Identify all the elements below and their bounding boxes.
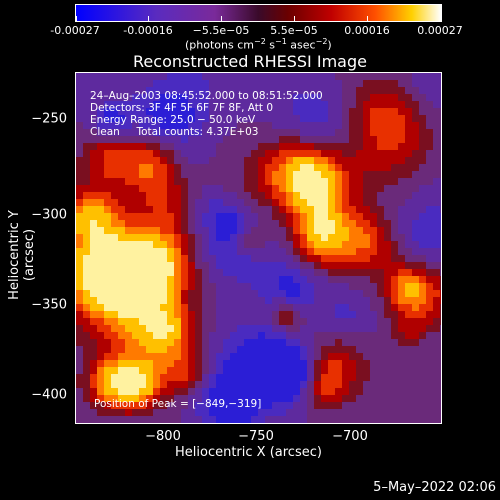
colorbar-tick xyxy=(440,16,441,21)
colorbar-tick xyxy=(221,16,222,21)
annotation-detectors: Detectors: 3F 4F 5F 6F 7F 8F, Att 0 xyxy=(90,102,274,114)
y-tick-label: −300 xyxy=(31,207,67,223)
colorbar-tick xyxy=(76,16,77,21)
x-tick-label: −800 xyxy=(145,429,181,444)
x-axis-label: Heliocentric X (arcsec) xyxy=(175,445,322,460)
y-axis-label: Heliocentric Y (arcsec) xyxy=(7,210,37,300)
colorbar-tick-label: 0.00016 xyxy=(344,24,390,37)
rhessi-image: 24–Aug–2003 08:45:52.000 to 08:51:52.000… xyxy=(75,72,442,424)
colorbar-tick-label: 0.00027 xyxy=(417,24,463,37)
colorbar-tick-label: −5.5e−05 xyxy=(192,24,250,37)
colorbar-tick xyxy=(367,16,368,21)
annotation-clean: Clean Total counts: 4.37E+03 xyxy=(90,126,259,138)
colorbar-units: (photons cm−2 s−1 asec−2) xyxy=(185,37,332,52)
footer-date: 5–May–2022 02:06 xyxy=(373,480,496,495)
colorbar-tick xyxy=(148,16,149,21)
colorbar-tick-label: 5.5e−05 xyxy=(270,24,318,37)
colorbar-tick-label: -0.00016 xyxy=(123,24,173,37)
annotation-peak: Position of Peak = [−849,−319] xyxy=(94,398,262,410)
y-tick-label: −350 xyxy=(31,297,67,313)
colorbar-tick xyxy=(294,16,295,21)
heatmap-canvas xyxy=(76,73,441,423)
annotation-time: 24–Aug–2003 08:45:52.000 to 08:51:52.000 xyxy=(90,90,323,102)
colorbar-tick-label: -0.00027 xyxy=(50,24,100,37)
annotation-energy: Energy Range: 25.0 − 50.0 keV xyxy=(90,114,256,126)
image-title: Reconstructed RHESSI Image xyxy=(133,52,367,71)
x-tick-label: −700 xyxy=(332,429,368,444)
colorbar xyxy=(75,4,442,22)
y-tick-label: −400 xyxy=(31,387,67,403)
y-tick-label: −250 xyxy=(31,111,67,127)
x-tick-label: −750 xyxy=(238,429,274,444)
